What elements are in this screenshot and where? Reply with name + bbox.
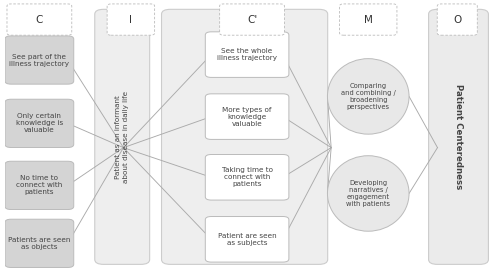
FancyBboxPatch shape [340,4,397,35]
Text: Comparing
and combining /
broadening
perspectives: Comparing and combining / broadening per… [341,83,396,110]
FancyBboxPatch shape [162,9,328,264]
FancyBboxPatch shape [95,9,150,264]
FancyBboxPatch shape [5,161,73,209]
FancyBboxPatch shape [7,4,72,35]
FancyBboxPatch shape [206,32,289,78]
FancyBboxPatch shape [5,219,73,267]
Text: Developing
narratives /
engagement
with patients: Developing narratives / engagement with … [346,180,391,207]
FancyBboxPatch shape [107,4,154,35]
Text: See part of the
illness trajectory: See part of the illness trajectory [10,53,70,66]
Ellipse shape [328,156,409,231]
FancyBboxPatch shape [206,217,289,262]
FancyBboxPatch shape [206,94,289,139]
FancyBboxPatch shape [437,4,478,35]
Text: M: M [364,15,372,25]
FancyBboxPatch shape [5,36,73,84]
Text: O: O [453,15,462,25]
Text: Only certain
knowledge is
valuable: Only certain knowledge is valuable [16,113,63,133]
FancyBboxPatch shape [5,99,73,147]
Text: I: I [130,15,132,25]
FancyBboxPatch shape [220,4,284,35]
Ellipse shape [328,59,409,134]
FancyBboxPatch shape [428,9,488,264]
FancyBboxPatch shape [206,154,289,200]
Text: C': C' [247,15,257,25]
Text: Patient as an informant
about disease in daily life: Patient as an informant about disease in… [115,91,129,183]
Text: Taking time to
connect with
patients: Taking time to connect with patients [222,167,272,187]
Text: No time to
connect with
patients: No time to connect with patients [16,175,62,195]
Text: See the whole
illness trajectory: See the whole illness trajectory [217,48,277,61]
Text: C: C [36,15,43,25]
Text: Patients are seen
as objects: Patients are seen as objects [8,237,70,250]
Text: More types of
knowledge
valuable: More types of knowledge valuable [222,107,272,127]
Text: Patient Centeredness: Patient Centeredness [454,84,463,189]
Text: Patient are seen
as subjects: Patient are seen as subjects [218,233,276,246]
